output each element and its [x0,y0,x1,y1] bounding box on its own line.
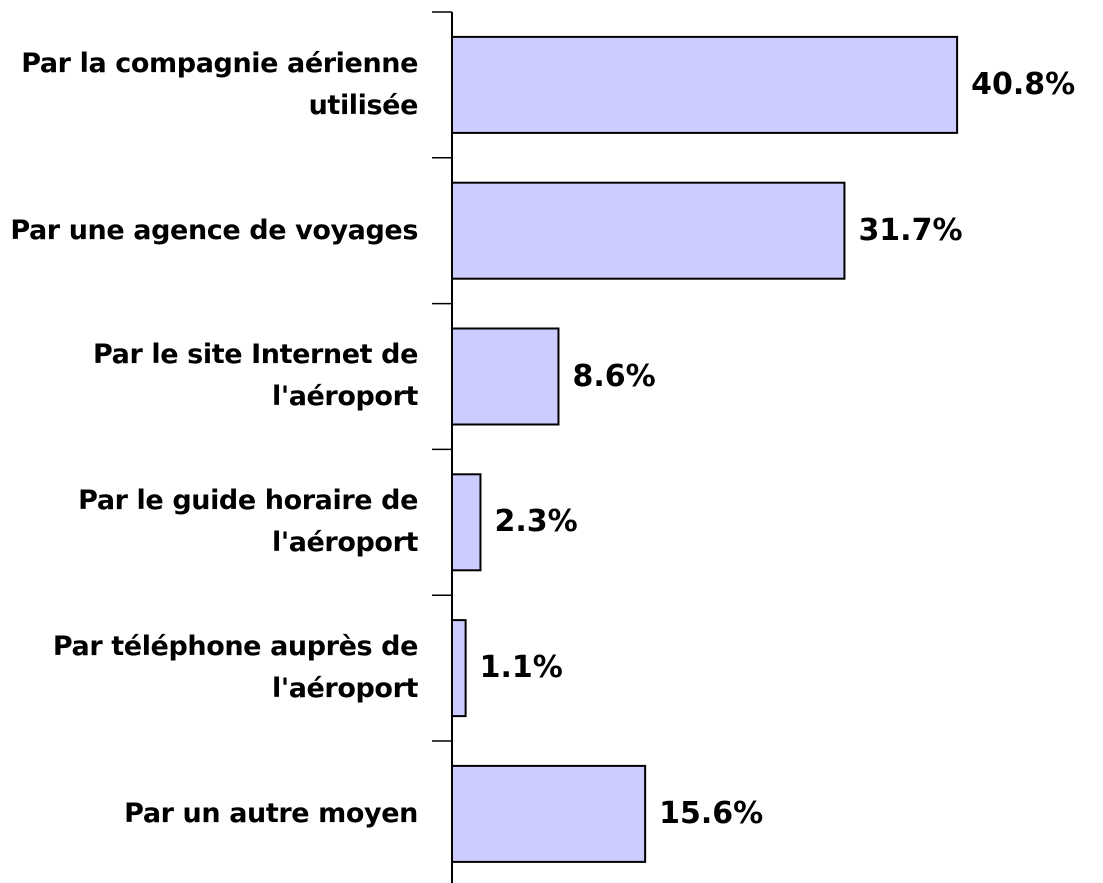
value-label: 2.3% [494,504,578,540]
category-label: Par téléphone auprès de l'aéroport [52,631,419,705]
bar [451,181,846,280]
value-label: 15.6% [659,795,764,831]
bar [451,764,647,863]
value-label: 31.7% [858,212,963,248]
bar [451,35,959,134]
category-label: Par la compagnie aérienne utilisée [21,47,418,121]
category-label: Par une agence de voyages [10,214,418,246]
value-label: 1.1% [479,650,563,686]
value-label: 8.6% [572,358,656,394]
value-label: 40.8% [971,66,1076,102]
category-label: Par le guide horaire de l'aéroport [78,485,418,559]
category-label: Par un autre moyen [124,797,418,829]
bar [451,327,560,426]
category-label: Par le site Internet de l'aéroport [93,339,418,413]
bar [451,619,467,718]
bar [451,473,482,572]
